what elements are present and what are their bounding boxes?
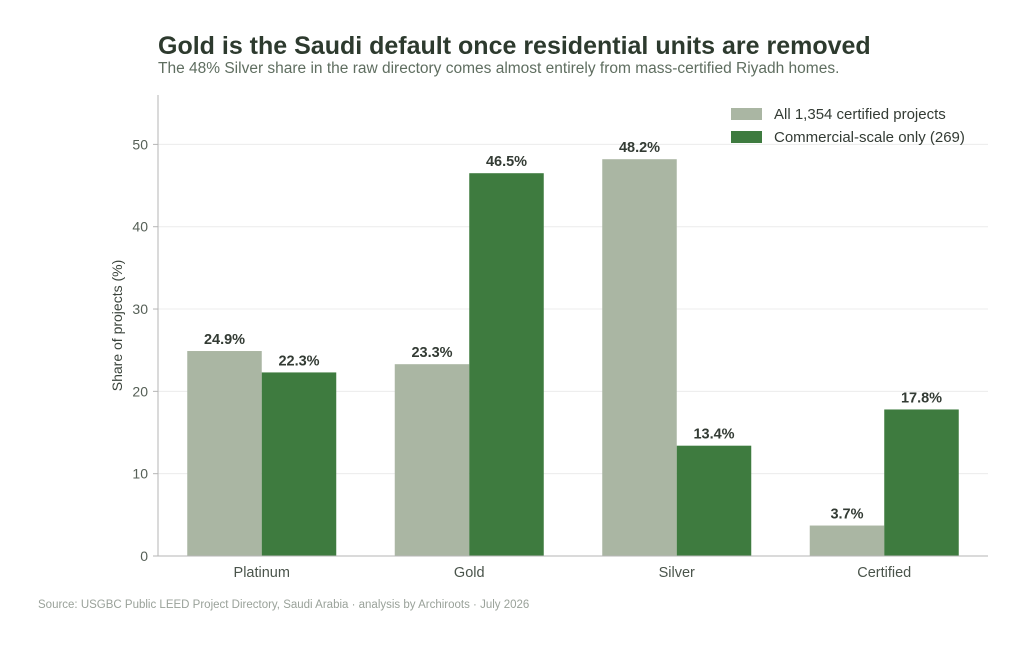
y-tick-label: 10 — [132, 466, 148, 482]
value-label: 3.7% — [830, 507, 863, 523]
bar — [676, 445, 752, 556]
x-tick-label: Platinum — [234, 565, 290, 581]
legend-label: Commercial-scale only (269) — [774, 129, 965, 146]
y-tick-label: 20 — [132, 383, 148, 399]
axes: 0 10 20 30 40 50 Share of projects (%) — [109, 95, 988, 564]
value-label: 24.9% — [204, 332, 245, 348]
bar — [394, 364, 470, 556]
chart-title: Gold is the Saudi default once residenti… — [158, 32, 871, 60]
source-note: Source: USGBC Public LEED Project Direct… — [38, 599, 530, 611]
bar — [187, 351, 262, 556]
legend-swatch — [731, 108, 762, 120]
bar — [602, 159, 677, 557]
value-label: 17.8% — [901, 390, 942, 406]
y-axis-title: Share of projects (%) — [109, 260, 125, 392]
legend: All 1,354 certified projects Commercial-s… — [731, 106, 965, 146]
legend-swatch — [731, 131, 762, 143]
y-tick-label: 30 — [132, 301, 148, 317]
y-tick-label: 0 — [140, 548, 148, 564]
chart-subtitle: The 48% Silver share in the raw director… — [158, 60, 840, 77]
value-label: 23.3% — [411, 345, 452, 361]
value-label: 13.4% — [693, 427, 734, 443]
bar — [261, 372, 337, 556]
value-label: 48.2% — [619, 140, 660, 156]
bar — [884, 409, 959, 556]
value-label: 22.3% — [278, 353, 319, 369]
value-label: 46.5% — [486, 154, 527, 170]
bars — [187, 159, 959, 557]
bar — [809, 525, 885, 556]
legend-label: All 1,354 certified projects — [774, 106, 946, 123]
x-tick-label: Silver — [659, 565, 695, 581]
y-tick-label: 40 — [132, 219, 148, 235]
x-tick-label: Gold — [454, 565, 485, 581]
labels: 24.9% 22.3% Platinum 23.3% 46.5% Gold 48.2% 13.… — [204, 140, 942, 581]
y-tick-label: 50 — [132, 136, 148, 152]
bar — [469, 173, 544, 556]
x-tick-label: Certified — [857, 565, 911, 581]
